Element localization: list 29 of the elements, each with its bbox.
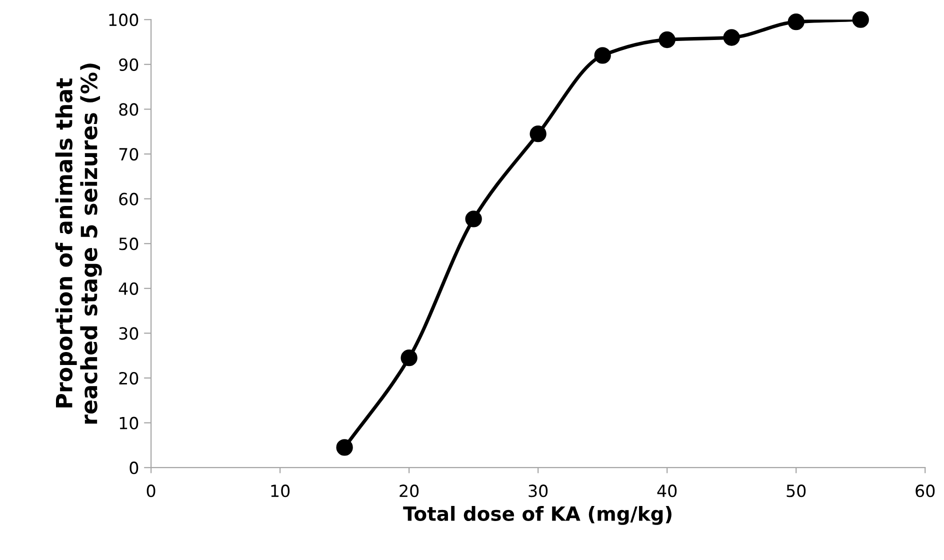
y-tick-label: 70: [119, 148, 138, 161]
y-tick-label: 10: [120, 416, 138, 430]
x-tick-label: 0: [146, 484, 156, 498]
y-tick-label: 80: [119, 103, 138, 116]
x-tick-label: 10: [271, 484, 290, 498]
y-tick-label: 30: [119, 327, 138, 340]
x-tick-label: 30: [528, 484, 548, 498]
point: [336, 439, 353, 456]
y-tick-label: 90: [119, 58, 138, 71]
point: [723, 29, 740, 46]
y-tick-label: 50: [119, 238, 138, 250]
y-axis-title: Proportion of animals that reached stage 5 seizures (%): [55, 64, 102, 424]
x-axis-title: Total dose of KA (mg/kg): [403, 506, 672, 525]
y-tick-label: 100: [109, 14, 138, 26]
point: [788, 14, 804, 30]
point: [852, 11, 869, 28]
y-tick-label: 60: [119, 192, 138, 206]
x-tick-label: 40: [657, 484, 677, 498]
y-tick-label: 20: [119, 372, 138, 385]
point: [530, 126, 546, 142]
point: [465, 210, 482, 228]
x-tick-label: 50: [786, 484, 806, 498]
y-tick-label: 0: [130, 462, 138, 474]
x-tick-label: 20: [400, 484, 419, 498]
point: [658, 31, 676, 48]
point: [594, 47, 611, 64]
x-tick-label: 60: [916, 484, 935, 498]
y-tick-label: 40: [118, 282, 138, 295]
point: [400, 350, 418, 366]
